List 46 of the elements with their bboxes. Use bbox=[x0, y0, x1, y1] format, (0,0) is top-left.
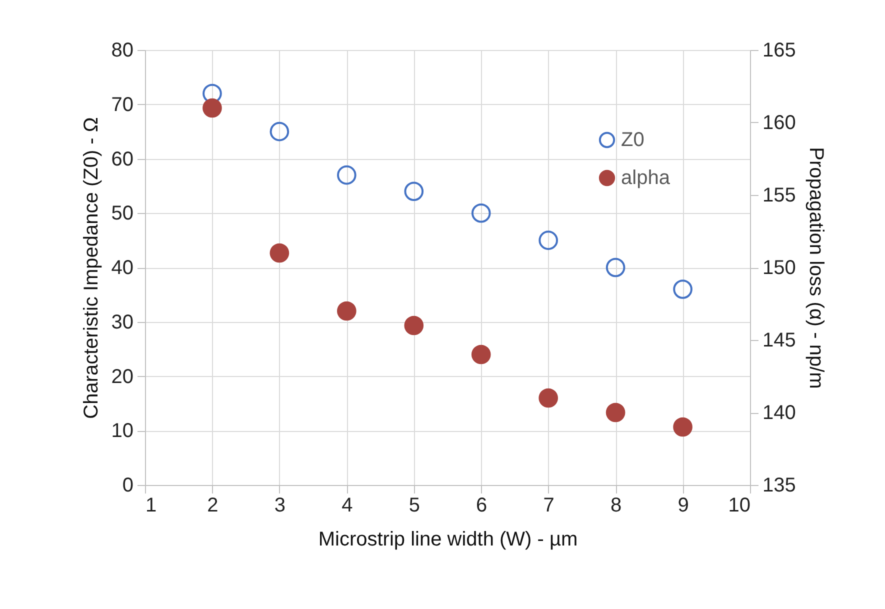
y2-tick-label: 145 bbox=[762, 330, 796, 352]
y2-tick-label: 155 bbox=[762, 184, 796, 206]
point bbox=[606, 402, 626, 422]
point bbox=[270, 122, 290, 142]
point bbox=[471, 344, 491, 364]
y-axis-title: Characteristic Impedance (Z0) - Ω bbox=[80, 117, 102, 419]
legend-label: Z0 bbox=[621, 129, 644, 151]
y-tick-label: 30 bbox=[111, 311, 134, 334]
y-tick-label: 20 bbox=[111, 366, 134, 388]
x-tick-label: 6 bbox=[476, 494, 488, 516]
y-tick-label: 80 bbox=[111, 40, 134, 62]
y2-axis-title: Propagation loss (α) - np/m bbox=[804, 147, 827, 389]
point bbox=[538, 230, 558, 250]
x-tick-label: 7 bbox=[543, 494, 554, 516]
y-tick-label: 10 bbox=[111, 420, 134, 442]
y2-tick-label: 150 bbox=[762, 257, 796, 279]
point bbox=[606, 258, 626, 278]
y2-tick-label: 140 bbox=[762, 402, 796, 424]
x-tick-label: 9 bbox=[678, 494, 689, 516]
y-tick-label: 40 bbox=[111, 257, 134, 279]
y2-tick-label: 160 bbox=[762, 112, 796, 134]
x-tick-label: 4 bbox=[342, 494, 353, 516]
point bbox=[404, 182, 424, 202]
y-tick-label: 50 bbox=[111, 202, 134, 225]
point bbox=[471, 203, 491, 223]
point bbox=[404, 316, 424, 336]
x-tick-label: 2 bbox=[207, 494, 218, 516]
x-tick-label: 10 bbox=[728, 494, 750, 516]
x-axis-title: Microstrip line width (W) - µm bbox=[318, 528, 578, 550]
point bbox=[337, 165, 356, 185]
point bbox=[202, 98, 222, 118]
x-tick-label: 8 bbox=[610, 494, 622, 516]
y-tick-label: 70 bbox=[111, 94, 134, 116]
point bbox=[337, 301, 356, 321]
x-tick-label: 1 bbox=[146, 494, 157, 516]
point bbox=[538, 388, 558, 408]
legend-label: alpha bbox=[621, 167, 671, 189]
y2-tick-label: 135 bbox=[762, 474, 796, 496]
x-tick-label: 3 bbox=[274, 494, 286, 516]
y-tick-label: 0 bbox=[122, 474, 134, 496]
point bbox=[673, 417, 692, 437]
point bbox=[673, 280, 692, 299]
point bbox=[270, 243, 290, 263]
y2-tick-label: 165 bbox=[762, 40, 796, 62]
y-tick-label: 60 bbox=[111, 148, 134, 170]
x-tick-label: 5 bbox=[408, 494, 420, 516]
